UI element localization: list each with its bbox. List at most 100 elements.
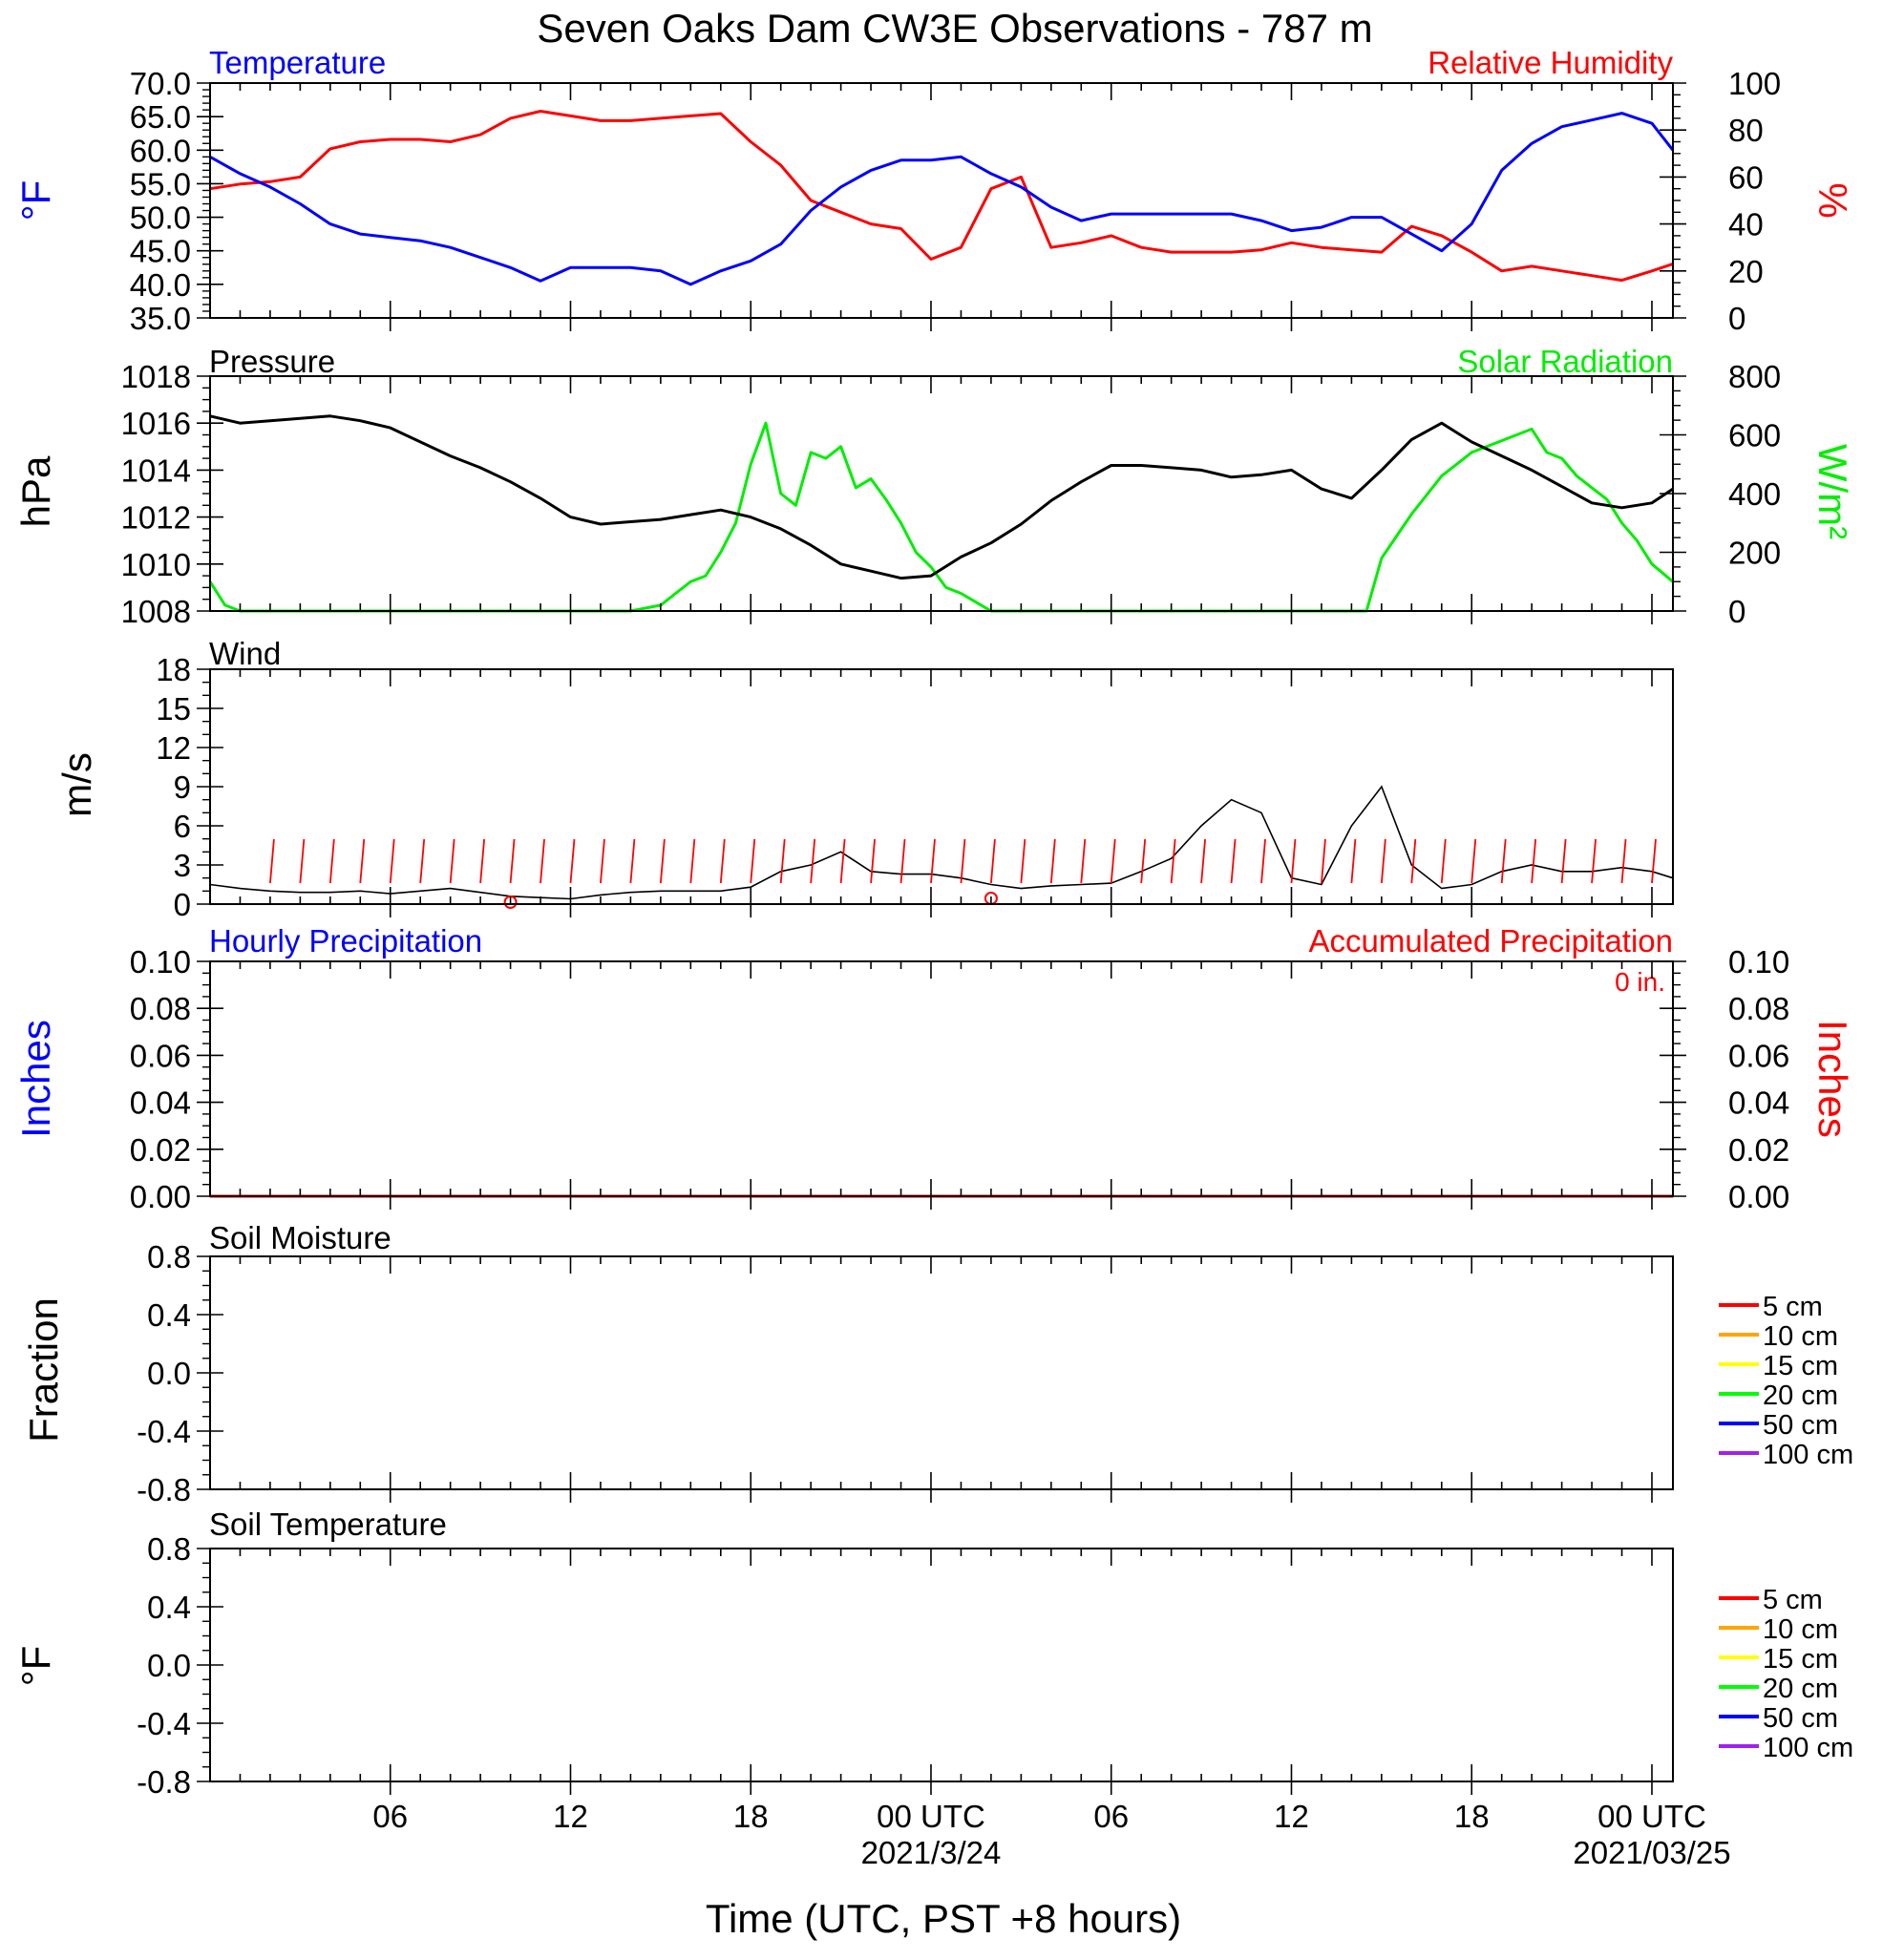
panel-soil-moisture: Soil Moisture Fraction 0.8 0.4 0.0 -0.4 -0.8… [21, 1220, 1853, 1507]
y-tick-label: 1016 [121, 406, 191, 441]
solar-title: Solar Radiation [1457, 344, 1673, 379]
y-tick-label: 1010 [121, 547, 191, 582]
y-tick-label: 0.06 [130, 1038, 191, 1073]
accum-precip-annotation: 0 in. [1615, 967, 1665, 997]
legend-label: 100 cm [1763, 1440, 1853, 1470]
y-tick-label: 0.04 [1728, 1085, 1789, 1121]
y-tick-label: 9 [174, 769, 191, 805]
solar-unit: W/m² [1810, 444, 1855, 539]
solar-tick-labels: 800 600 400 200 0 [1660, 359, 1781, 629]
wind-barb [449, 838, 455, 884]
x-tick-label: 18 [1454, 1799, 1490, 1834]
panel-precipitation: Hourly Precipitation Accumulated Precipi… [13, 923, 1855, 1214]
wind-barb [359, 838, 366, 884]
y-tick-label: 0.0 [147, 1648, 191, 1683]
wind-barb [1410, 838, 1417, 884]
temperature-title: Temperature [209, 45, 386, 80]
y-tick-label: 12 [156, 730, 191, 766]
legend-label: 100 cm [1763, 1733, 1853, 1763]
soil-moisture-tick-labels: 0.8 0.4 0.0 -0.4 -0.8 [137, 1239, 223, 1507]
soil-temp-unit: °F [13, 1646, 58, 1686]
wind-barb [689, 838, 696, 884]
wind-barb [1290, 838, 1297, 884]
wind-unit: m/s [54, 752, 99, 817]
accum-precip-title: Accumulated Precipitation [1308, 923, 1673, 959]
y-tick-label: 0.00 [1728, 1179, 1789, 1214]
wind-barb [990, 838, 996, 884]
temperature-unit: °F [13, 180, 58, 221]
wind-barb [930, 838, 936, 884]
wind-barb [1620, 838, 1627, 884]
wind-barb [328, 838, 335, 884]
y-tick-label: 0.02 [130, 1132, 191, 1168]
panel-pressure-solar: Pressure Solar Radiation hPa W/m² 101810… [13, 344, 1855, 629]
wind-barb [1440, 838, 1447, 884]
wind-barb [899, 838, 906, 884]
wind-barb [960, 838, 966, 884]
wind-barb [1080, 838, 1087, 884]
wind-barb [419, 838, 426, 884]
y-tick-label: -0.4 [137, 1414, 191, 1449]
temperature-tick-labels: 70.065.060.055.050.045.040.035.0 [130, 66, 223, 336]
x-tick-label: 06 [372, 1799, 408, 1834]
y-tick-label: -0.8 [137, 1764, 191, 1800]
y-tick-label: 18 [156, 652, 191, 687]
wind-barb [600, 838, 605, 884]
legend-label: 15 cm [1763, 1351, 1838, 1381]
y-tick-label: 0.04 [130, 1085, 191, 1121]
wind-barb [1591, 838, 1597, 884]
y-tick-label: 40.0 [130, 267, 191, 303]
y-tick-label: 45.0 [130, 234, 191, 269]
y-tick-label: 0.02 [1728, 1132, 1789, 1168]
wind-barb [1560, 838, 1567, 884]
wind-barb [629, 838, 636, 884]
wind-barb [1260, 838, 1266, 884]
wind-barb [1531, 838, 1537, 884]
y-tick-label: 60.0 [130, 133, 191, 168]
relative-humidity-line [209, 110, 1674, 283]
y-tick-label: 50.0 [130, 200, 191, 236]
y-tick-label: 15 [156, 691, 191, 727]
y-tick-label: 6 [174, 809, 191, 844]
y-tick-label: 0.10 [1728, 944, 1789, 980]
wind-barb [779, 838, 786, 884]
soil-moisture-unit: Fraction [21, 1297, 66, 1443]
wind-barb [1651, 838, 1657, 884]
soil-temp-title: Soil Temperature [209, 1507, 447, 1542]
rh-tick-labels: 100 80 60 40 20 0 [1660, 66, 1781, 336]
x-tick-date: 2021/03/25 [1573, 1835, 1730, 1870]
legend-label: 20 cm [1763, 1380, 1838, 1411]
accum-precip-unit: Inches [1810, 1020, 1855, 1138]
y-tick-label: 0.06 [1728, 1038, 1789, 1073]
y-tick-label: 100 [1728, 66, 1781, 101]
wind-barb [839, 838, 846, 884]
wind-barb [1140, 838, 1147, 884]
wind-barb [1230, 838, 1237, 884]
y-tick-label: 0 [1728, 301, 1745, 336]
y-tick-label: 0.00 [130, 1179, 191, 1214]
wind-barb [1380, 838, 1386, 884]
y-tick-label: 0.8 [147, 1239, 191, 1275]
panel-temp-rh: Temperature Relative Humidity °F % 70.06… [13, 45, 1855, 336]
wind-line [209, 785, 1674, 900]
rh-unit: % [1810, 182, 1855, 218]
wind-barb [810, 838, 816, 884]
y-tick-label: -0.4 [137, 1706, 191, 1741]
wind-barb [750, 838, 756, 884]
wind-barb [540, 838, 545, 884]
y-tick-label: 0.10 [130, 944, 191, 980]
solar-radiation-line [208, 421, 1674, 613]
accum-precip-tick-labels: 0.10 0.08 0.06 0.04 0.02 0.00 [1660, 944, 1789, 1214]
pressure-tick-labels: 1018 1016 1014 1012 1010 1008 [121, 359, 223, 629]
wind-barb [1200, 838, 1207, 884]
pressure-line [209, 414, 1674, 580]
x-tick-label: 12 [553, 1799, 588, 1834]
legend-label: 50 cm [1763, 1410, 1838, 1441]
wind-barb [1110, 838, 1116, 884]
wind-barb [1321, 838, 1326, 884]
wind-barb [299, 838, 306, 884]
y-tick-label: 35.0 [130, 301, 191, 336]
y-tick-label: 600 [1728, 418, 1781, 453]
